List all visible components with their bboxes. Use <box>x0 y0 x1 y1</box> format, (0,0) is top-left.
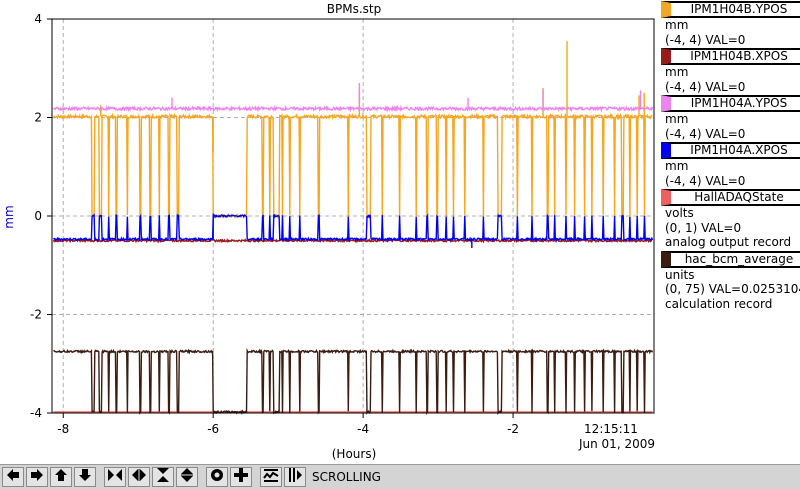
legend-entry: IPM1H04B.YPOS mm (-4, 4) VAL=0 <box>658 1 800 47</box>
legend-info-text: volts <box>665 206 694 220</box>
legend-pv-button[interactable]: IPM1H04B.YPOS <box>661 1 800 18</box>
legend-info-text: calculation record <box>665 296 773 311</box>
legend-info-text: (0, 1) VAL=0 <box>665 220 742 235</box>
stripchart-icon <box>263 467 279 487</box>
y-tick-label: 2 <box>34 111 42 125</box>
circle-icon <box>209 467 225 487</box>
legend-entry: IPM1H04B.XPOS mm (-4, 4) VAL=0 <box>658 48 800 94</box>
date-stamp: Jun 01, 2009 <box>578 437 655 451</box>
scroll-icon <box>287 467 303 487</box>
series-line <box>52 104 654 113</box>
legend: IPM1H04B.YPOS mm (-4, 4) VAL=0 IPM1H04B.XPO… <box>658 0 800 311</box>
plus-icon <box>233 467 249 487</box>
x-tick-label: -6 <box>207 422 219 436</box>
auto-scale-button[interactable] <box>206 467 228 487</box>
legend-pv-button[interactable]: IPM1H04A.XPOS <box>661 142 800 159</box>
scroll-status-label: SCROLLING <box>312 470 381 484</box>
legend-info-text: mm <box>665 18 689 32</box>
series-layer <box>52 41 654 416</box>
legend-info-text: mm <box>665 112 689 126</box>
pan-down-button[interactable] <box>74 467 96 487</box>
chart: BPMs.stp mm (Hours) 12:15:11 Jun 01, 200… <box>2 2 655 461</box>
legend-pv-button[interactable]: hac_bcm_average <box>661 250 800 268</box>
add-pv-button[interactable] <box>230 467 252 487</box>
x-tick-label: -8 <box>57 422 69 436</box>
legend-info-text: units <box>665 267 695 282</box>
legend-entry: IPM1H04A.YPOS mm (-4, 4) VAL=0 <box>658 95 800 141</box>
zoom-in-value-button[interactable] <box>152 467 174 487</box>
legend-pv-button[interactable]: IPM1H04A.YPOS <box>661 95 800 112</box>
legend-info-text: mm <box>665 159 689 173</box>
x-tick-label: -4 <box>357 422 369 436</box>
zoom-in-value-icon <box>155 467 171 487</box>
legend-info-text: (-4, 4) VAL=0 <box>665 126 746 141</box>
scroll-toggle-button[interactable] <box>284 467 306 487</box>
toolbar: SCROLLING <box>0 464 800 489</box>
y-tick-label: 4 <box>34 12 42 26</box>
legend-entry: hac_bcm_average units (0, 75) VAL=0.025310… <box>658 250 800 312</box>
y-axis-label: mm <box>2 205 16 228</box>
legend-entry: IPM1H04A.XPOS mm (-4, 4) VAL=0 <box>658 142 800 188</box>
zoom-out-time-button[interactable] <box>128 467 150 487</box>
x-tick-label: -2 <box>507 422 519 436</box>
y-tick-label: -2 <box>30 308 42 322</box>
zoom-in-time-icon <box>107 467 123 487</box>
x-axis-label: (Hours) <box>332 447 377 461</box>
y-tick-label: 0 <box>34 209 42 223</box>
zoom-out-time-icon <box>131 467 147 487</box>
legend-info-text: (-4, 4) VAL=0 <box>665 79 746 94</box>
zoom-out-value-button[interactable] <box>176 467 198 487</box>
arrow-left-icon <box>5 467 21 487</box>
legend-pv-button[interactable]: HallADAQState <box>661 189 800 206</box>
grid <box>52 18 654 414</box>
series-line <box>53 347 654 416</box>
arrow-down-icon <box>77 467 93 487</box>
legend-pv-button[interactable]: IPM1H04B.XPOS <box>661 48 800 65</box>
legend-info-text: (-4, 4) VAL=0 <box>665 32 746 47</box>
chart-title: BPMs.stp <box>327 2 381 16</box>
legend-info-text: analog output record <box>665 235 792 249</box>
time-stamp: 12:15:11 <box>584 422 638 436</box>
zoom-in-time-button[interactable] <box>104 467 126 487</box>
series-line <box>53 112 653 220</box>
legend-entry: HallADAQState volts (0, 1) VAL=0 analog out… <box>658 189 800 250</box>
arrow-right-icon <box>29 467 45 487</box>
pan-right-button[interactable] <box>26 467 48 487</box>
config-button[interactable] <box>260 467 282 487</box>
axes: -8 -6 -4 -2 4 2 0 -2 -4 <box>30 12 655 436</box>
arrow-up-icon <box>53 467 69 487</box>
pan-up-button[interactable] <box>50 467 72 487</box>
series-line <box>53 213 654 243</box>
legend-info-text: (-4, 4) VAL=0 <box>665 173 746 188</box>
series-line <box>52 237 653 244</box>
legend-info-text: (0, 75) VAL=0.0253104 <box>665 282 800 296</box>
zoom-out-value-icon <box>179 467 195 487</box>
y-tick-label: -4 <box>30 406 42 420</box>
legend-info-text: mm <box>665 65 689 79</box>
pan-left-button[interactable] <box>2 467 24 487</box>
